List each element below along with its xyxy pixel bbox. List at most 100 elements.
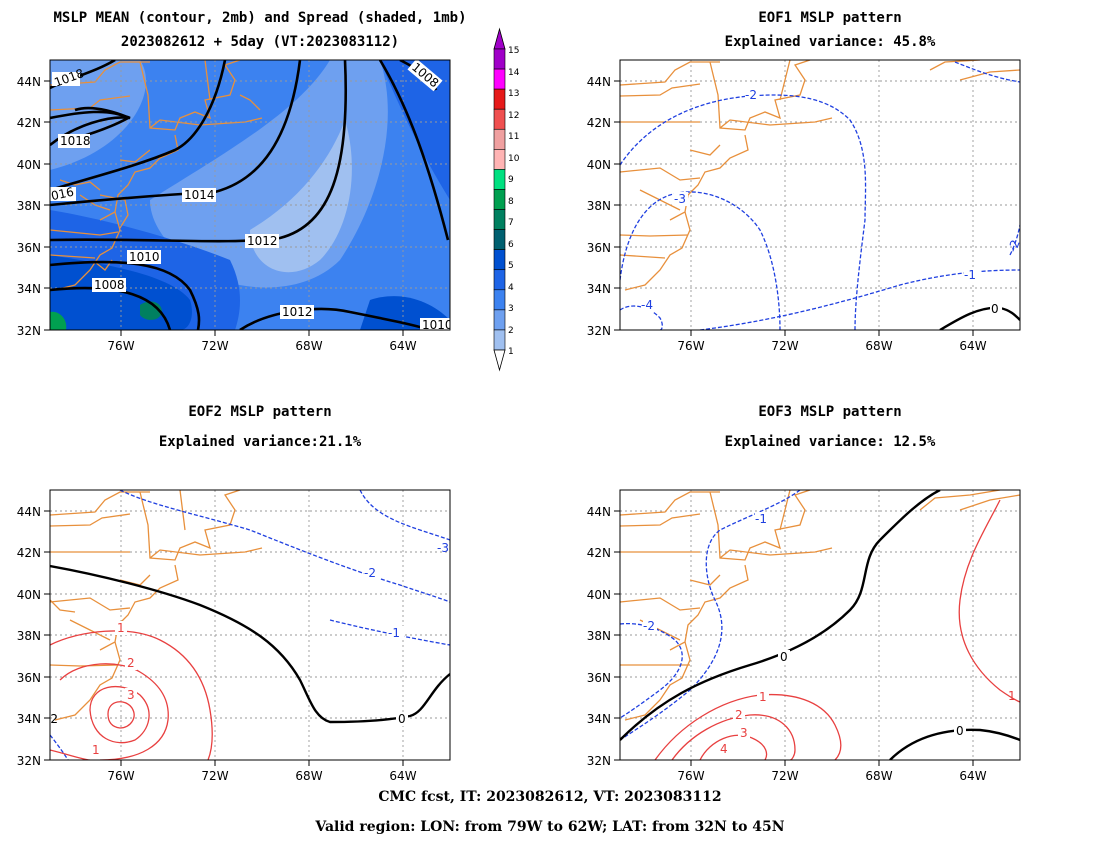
colorbar-label: 8 <box>508 197 514 207</box>
eof3-contour-label: 4 <box>720 742 728 756</box>
colorbar-cell <box>493 68 506 90</box>
eof2-contour-label: 2 <box>127 656 135 670</box>
eof1-contour-label: -2 <box>745 88 757 102</box>
lat-label-42n: 42N <box>587 116 611 130</box>
lat-label-42n: 42N <box>17 546 41 560</box>
colorbar-cell <box>493 289 506 311</box>
lat-label-32n: 32N <box>587 324 611 338</box>
lat-label-40n: 40N <box>17 158 41 172</box>
lon-label-72w: 72W <box>201 769 228 783</box>
lon-label-64w: 64W <box>389 769 416 783</box>
lat-label-38n: 38N <box>17 199 41 213</box>
lon-label-72w: 72W <box>771 339 798 353</box>
colorbar-label: 2 <box>508 326 514 336</box>
colorbar-cell <box>493 269 506 291</box>
eof1-contour-label: -2 <box>1005 238 1022 254</box>
eof3-frame <box>619 489 1021 761</box>
eof3-contours <box>620 490 1020 760</box>
lon-label-64w: 64W <box>389 339 416 353</box>
lon-label-72w: 72W <box>771 769 798 783</box>
lat-label-38n: 38N <box>587 199 611 213</box>
axis-ticks <box>44 80 974 766</box>
eof2-contour-label: -2 <box>46 712 58 726</box>
colorbar-cell <box>493 229 506 250</box>
colorbar-label: 5 <box>508 261 514 271</box>
colorbar-label: 9 <box>508 175 514 185</box>
eof1-title-line1: EOF1 MSLP pattern <box>758 10 902 26</box>
colorbar-cell <box>493 189 506 210</box>
colorbar-label: 10 <box>508 154 520 164</box>
colorbar-cells <box>493 48 506 351</box>
footer-valid-region: Valid region: LON: from 79W to 62W; LAT:… <box>315 819 785 835</box>
eof2-contour-label: 1 <box>92 743 100 757</box>
eof2-panel: -3 -2 -1 0 1 2 3 -2 1 <box>46 490 450 760</box>
lat-label-40n: 40N <box>17 588 41 602</box>
eof3-title-line1: EOF3 MSLP pattern <box>758 404 902 420</box>
mslp-contour-label: 1012 <box>282 305 313 319</box>
colorbar-label: 13 <box>508 89 519 99</box>
footer-forecast-info: CMC fcst, IT: 2023082612, VT: 2023083112 <box>378 789 722 805</box>
mslp-contour-label: 016 <box>50 185 75 203</box>
colorbar-cell <box>493 309 506 331</box>
eof2-frame <box>49 489 451 761</box>
colorbar-label: 4 <box>508 283 514 293</box>
lat-label-34n: 34N <box>17 282 41 296</box>
eof1-contour-label: -1 <box>964 268 976 282</box>
mslp-frame <box>49 59 451 331</box>
eof3-contour-label: 2 <box>735 708 743 722</box>
eof2-title-line2: Explained variance:21.1% <box>158 434 362 450</box>
colorbar-label: 7 <box>508 218 514 228</box>
colorbar-cell <box>493 249 506 271</box>
eof2-title-line1: EOF2 MSLP pattern <box>188 404 332 420</box>
colorbar-label: 12 <box>508 111 519 121</box>
lat-label-38n: 38N <box>17 629 41 643</box>
eof2-contour-label: 1 <box>117 621 125 635</box>
lat-label-40n: 40N <box>587 158 611 172</box>
eof2-contour-label: -3 <box>437 541 449 555</box>
lon-label-76w: 76W <box>107 769 134 783</box>
eof3-contour-label: 0 <box>956 724 964 738</box>
colorbar-label: 11 <box>508 132 519 142</box>
eof1-title-line2: Explained variance: 45.8% <box>724 34 936 50</box>
eof3-contour-label: 1 <box>759 690 767 704</box>
colorbar-label: 1 <box>508 347 514 357</box>
lat-label-34n: 34N <box>17 712 41 726</box>
lat-label-32n: 32N <box>587 754 611 768</box>
lat-label-42n: 42N <box>17 116 41 130</box>
mslp-title-line2: 2023082612 + 5day (VT:2023083112) <box>120 34 400 50</box>
lat-label-38n: 38N <box>587 629 611 643</box>
lat-label-34n: 34N <box>587 712 611 726</box>
eof1-panel: -2 -3 -4 -1 0 -2 <box>620 60 1022 330</box>
lon-label-76w: 76W <box>107 339 134 353</box>
eof3-title-line2: Explained variance: 12.5% <box>724 434 936 450</box>
eof2-contour-label: -2 <box>364 566 376 580</box>
eof1-contour-label: -4 <box>641 298 653 312</box>
eof2-contours <box>50 490 450 760</box>
colorbar-label: 14 <box>508 68 520 78</box>
colorbar-bottom-arrow <box>493 349 506 372</box>
eof2-coastline <box>50 490 263 721</box>
lat-label-32n: 32N <box>17 324 41 338</box>
lon-label-68w: 68W <box>865 339 892 353</box>
eof3-contour-label: 1 <box>1008 689 1016 703</box>
eof2-contour-label: -1 <box>388 626 400 640</box>
mslp-contour-label: 1008 <box>94 278 125 292</box>
eof3-panel: -1 -2 0 1 2 3 4 0 1 <box>620 490 1020 760</box>
colorbar-cell <box>493 108 506 130</box>
mslp-contour-label: 1010 <box>422 318 453 332</box>
lat-label-36n: 36N <box>587 241 611 255</box>
lon-label-72w: 72W <box>201 339 228 353</box>
lon-label-76w: 76W <box>677 339 704 353</box>
eof3-contour-labels: -1 -2 0 1 2 3 4 0 1 <box>643 512 1016 756</box>
eof1-contour-label: -3 <box>674 192 686 206</box>
lat-label-32n: 32N <box>17 754 41 768</box>
lon-label-68w: 68W <box>865 769 892 783</box>
lat-label-36n: 36N <box>17 671 41 685</box>
lon-label-68w: 68W <box>295 339 322 353</box>
eof2-contour-label: 0 <box>398 712 406 726</box>
lat-label-44n: 44N <box>17 75 41 89</box>
mslp-contour-label: 1012 <box>247 234 278 248</box>
colorbar-top-arrow <box>493 27 506 50</box>
lat-label-40n: 40N <box>587 588 611 602</box>
colorbar-cell <box>493 149 506 170</box>
